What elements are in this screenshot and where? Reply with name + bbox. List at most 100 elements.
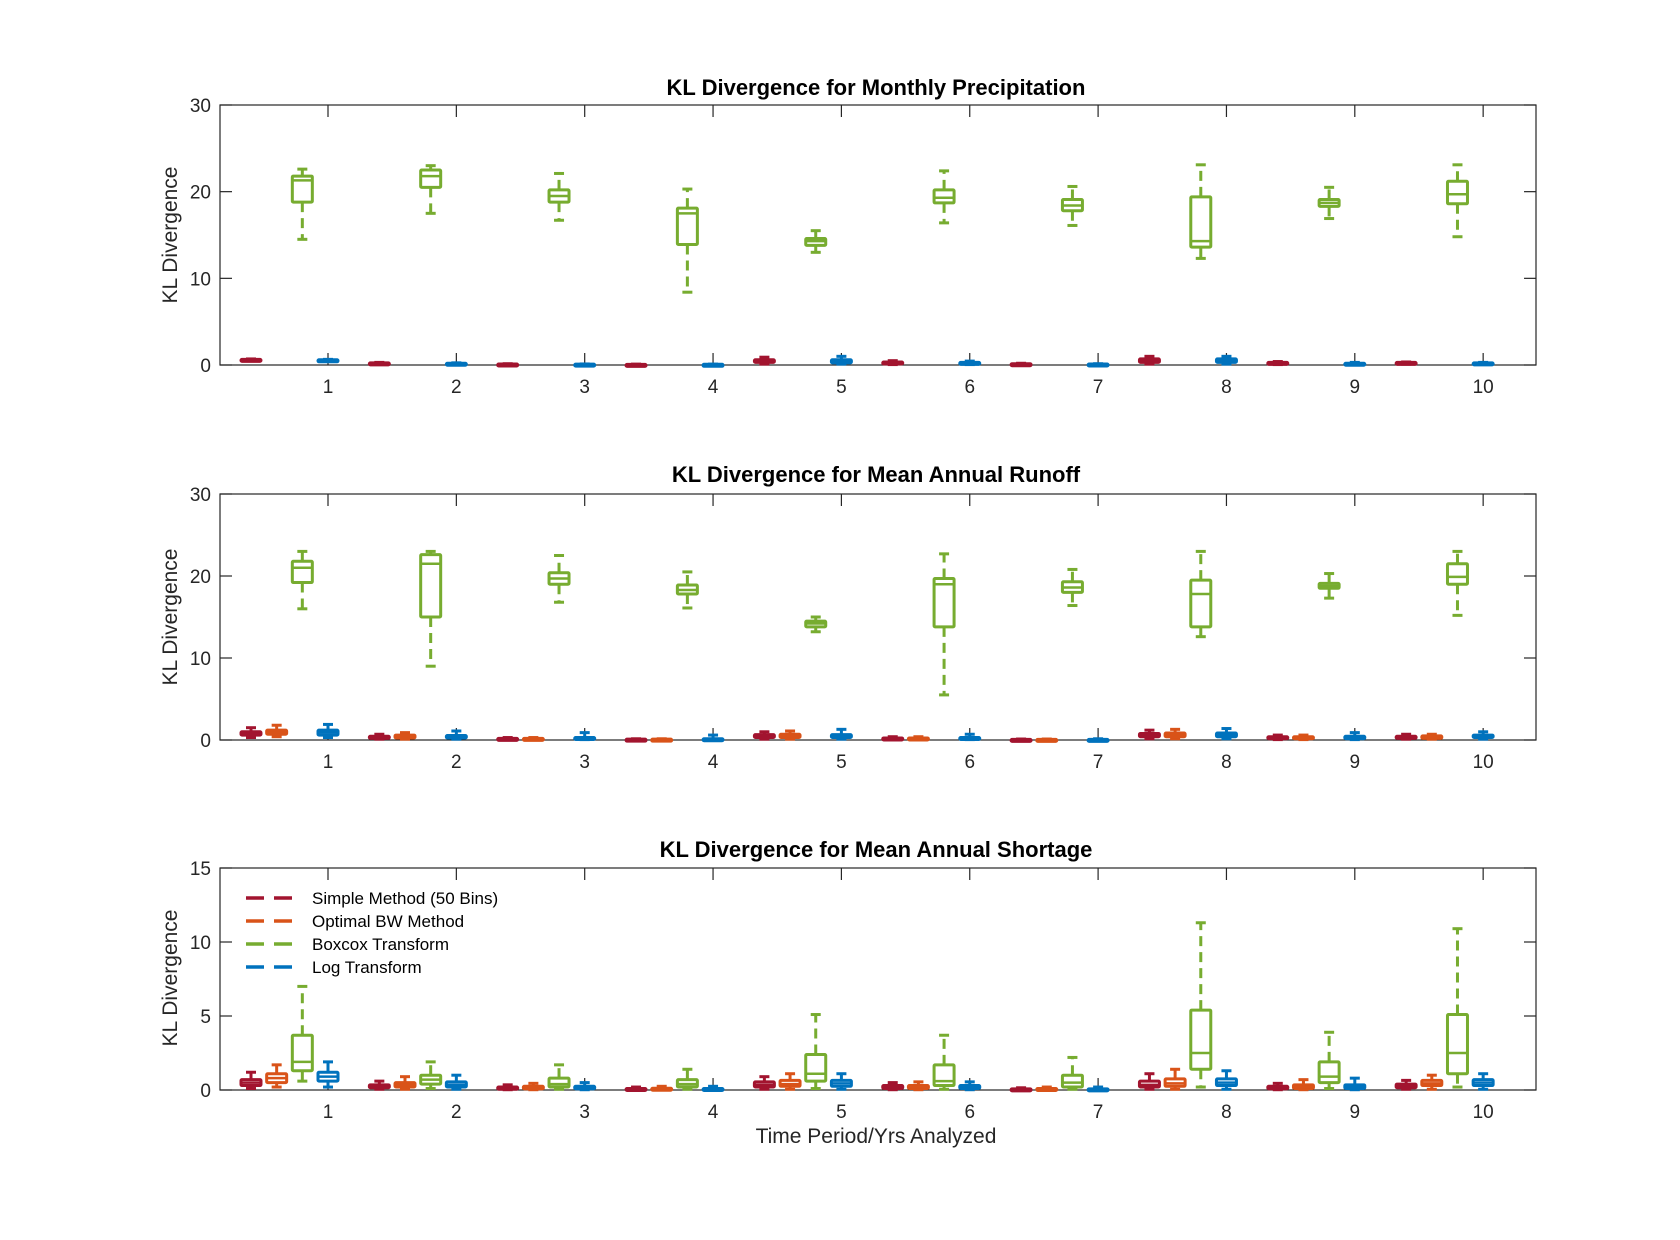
box-plot — [547, 554, 571, 604]
box-plot — [1189, 921, 1213, 1089]
box-plot — [1009, 361, 1033, 368]
panel-3-marks: 0 5 10 15 1 2 3 4 5 6 7 8 9 10 — [190, 859, 1537, 1123]
x-tick-label: 6 — [964, 1102, 975, 1123]
box-plot — [829, 727, 853, 741]
y-tick-label: 20 — [190, 183, 211, 204]
box-plot — [881, 359, 905, 367]
box-plot — [316, 1060, 340, 1089]
box-plot — [1009, 737, 1033, 743]
x-tick-label: 3 — [579, 1102, 590, 1123]
box-plot — [290, 167, 314, 241]
x-tick-label: 1 — [323, 752, 334, 773]
box-plot — [1189, 549, 1213, 639]
box-plot — [906, 735, 930, 742]
box-plot — [804, 1013, 828, 1091]
box-plot — [1266, 360, 1290, 367]
box-plot — [752, 1075, 776, 1091]
box-plot — [906, 1080, 930, 1092]
panel-mean-annual-shortage: KL Divergence for Mean Annual Shortage K… — [159, 837, 1537, 1123]
legend: Simple Method (50 Bins) Optimal BW Metho… — [246, 889, 498, 977]
x-tick-label: 6 — [964, 377, 975, 398]
box-plot — [1137, 1072, 1161, 1091]
y-tick-label: 5 — [200, 1007, 211, 1028]
legend-item-simple-method: Simple Method (50 Bins) — [246, 889, 498, 908]
box-plot — [496, 362, 520, 368]
box-plot — [419, 549, 443, 668]
box-plot — [778, 1072, 802, 1091]
box-plot — [239, 1070, 263, 1091]
box-plot — [932, 552, 956, 697]
box-plot — [265, 723, 289, 739]
box-plot — [290, 549, 314, 611]
y-tick-label: 0 — [200, 356, 211, 377]
box-plot — [624, 362, 648, 368]
y-tick-label: 30 — [190, 485, 211, 506]
x-tick-label: 3 — [579, 377, 590, 398]
box-plot — [1445, 163, 1469, 239]
x-tick-label: 10 — [1473, 1102, 1494, 1123]
x-tick-label: 9 — [1350, 377, 1361, 398]
y-tick-label: 30 — [190, 96, 211, 117]
box-plot — [1394, 732, 1418, 741]
x-tick-label: 2 — [451, 1102, 462, 1123]
box-plot — [367, 360, 391, 367]
x-tick-label: 10 — [1473, 752, 1494, 773]
panel-2-title: KL Divergence for Mean Annual Runoff — [672, 462, 1081, 487]
box-iqr — [675, 206, 699, 247]
axes-frame — [219, 104, 1537, 366]
box-iqr — [1189, 195, 1213, 249]
box-plot — [1317, 1030, 1341, 1091]
panel-mean-annual-runoff: KL Divergence for Mean Annual Runoff KL … — [159, 462, 1537, 773]
x-tick-label: 1 — [323, 1102, 334, 1123]
box-plot — [1163, 727, 1187, 741]
box-plot — [881, 1081, 905, 1092]
legend-item-log: Log Transform — [246, 958, 422, 977]
y-tick-label: 20 — [190, 567, 211, 588]
box-plot — [547, 171, 571, 222]
y-tick-label: 0 — [200, 731, 211, 752]
box-plot — [1214, 727, 1238, 741]
box-plot — [624, 737, 648, 743]
box-plot — [958, 732, 982, 742]
x-tick-label: 6 — [964, 752, 975, 773]
box-plot — [1035, 737, 1059, 743]
box-plot — [316, 722, 340, 740]
box-plot — [1471, 730, 1495, 741]
box-plot — [1086, 737, 1110, 743]
box-plot — [547, 1063, 571, 1091]
box-plot — [444, 361, 468, 367]
box-plot — [239, 726, 263, 740]
box-plot — [752, 730, 776, 741]
box-plot — [1266, 1081, 1290, 1092]
box-plot — [675, 1067, 699, 1091]
legend-label-simple-method: Simple Method (50 Bins) — [312, 889, 498, 908]
box-iqr — [932, 1063, 956, 1088]
legend-label-log: Log Transform — [312, 958, 422, 977]
box-plot — [393, 731, 417, 741]
box-plot — [932, 1033, 956, 1091]
panel-1-marks: 0 10 20 30 1 2 3 4 5 6 7 8 9 10 — [190, 96, 1537, 398]
box-plot — [573, 731, 597, 742]
box-plot — [650, 1084, 674, 1092]
box-iqr — [1445, 179, 1469, 206]
box-plot — [1343, 1076, 1367, 1092]
box-plot — [316, 357, 340, 364]
x-tick-label: 5 — [836, 377, 847, 398]
panel-1-title: KL Divergence for Monthly Precipitation — [667, 75, 1086, 100]
x-tick-label: 4 — [708, 1102, 719, 1123]
x-tick-label: 8 — [1221, 1102, 1232, 1123]
box-plot — [1471, 1072, 1495, 1091]
x-tick-label: 3 — [579, 752, 590, 773]
box-plot — [290, 984, 314, 1083]
box-iqr — [419, 553, 443, 619]
box-plot — [1009, 1086, 1033, 1093]
box-plot — [1343, 731, 1367, 742]
legend-item-boxcox: Boxcox Transform — [246, 935, 449, 954]
legend-item-optimal-bw: Optimal BW Method — [246, 912, 464, 931]
box-plot — [573, 1081, 597, 1092]
box-plot — [367, 1079, 391, 1091]
y-tick-label: 10 — [190, 933, 211, 954]
legend-label-optimal-bw: Optimal BW Method — [312, 912, 464, 931]
box-plot — [829, 1072, 853, 1091]
box-plot — [1471, 360, 1495, 367]
